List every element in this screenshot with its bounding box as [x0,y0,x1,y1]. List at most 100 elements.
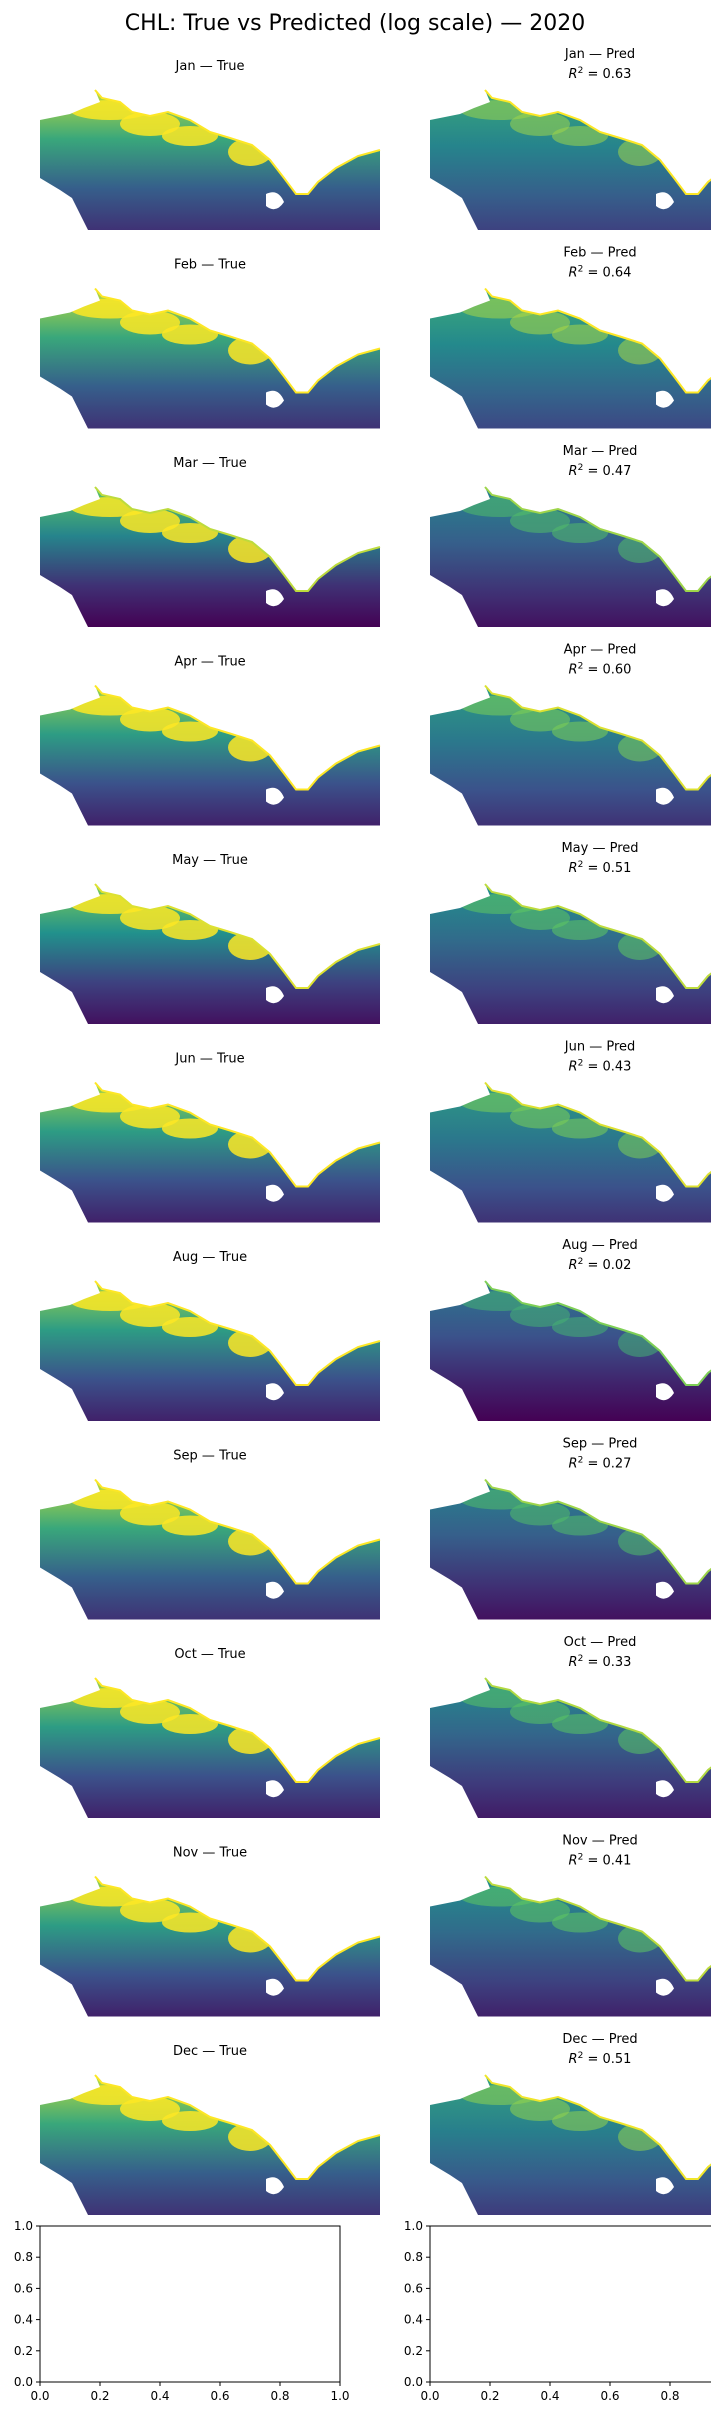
land-mask [40,1369,88,1421]
x-tick-label: 0.4 [540,2389,559,2403]
coastal-bloom [552,920,608,940]
land-mask [430,487,711,591]
land-mask [430,288,711,393]
x-tick-label: 1.0 [330,2389,349,2403]
panel-may-pred [430,883,711,1024]
panels-grid: Jan — True Jan — Pred R2 = 0.63 Feb — True F… [14,47,711,2403]
r2-label: R2 = 0.47 [569,463,632,479]
y-tick-label: 0.8 [14,2250,33,2264]
land-mask [40,1567,88,1620]
coastal-bloom [552,1912,608,1933]
land-mask [656,589,674,607]
coastline [484,1875,711,1982]
land-mask [430,1876,711,1981]
y-tick-label: 1.0 [404,2219,423,2233]
r2-label: R2 = 0.64 [569,265,632,281]
land-mask [40,972,88,1024]
coastal-bloom [552,1515,608,1536]
land-mask [430,178,478,230]
land-mask [430,1281,711,1385]
land-mask [40,178,88,230]
land-mask [40,685,100,716]
land-mask [40,1479,380,1584]
coastal-bloom [510,1303,570,1327]
coastal-bloom [552,1118,608,1139]
land-mask [430,972,478,1024]
coastal-bloom [120,310,180,335]
coastal-bloom [162,1515,218,1536]
coastline [484,1081,711,1188]
coastal-bloom [552,721,608,742]
coastal-bloom [162,126,218,146]
coastline [94,1677,381,1783]
land-mask [40,1766,88,1818]
land-mask [266,2177,284,2195]
panel-title-true: Jan — True [175,59,245,74]
land-mask [40,1281,100,1311]
coastal-bloom [510,310,570,335]
land-mask [430,685,490,716]
coastal-bloom [510,2097,570,2121]
coastline [94,486,381,592]
coastal-bloom [552,126,608,146]
coastline [484,684,711,791]
land-mask [40,884,380,988]
x-tick-label: 0.6 [210,2389,229,2403]
land-mask [430,1170,478,1223]
panel-nov-true [40,1875,381,2017]
r2-label: R2 = 0.60 [569,662,632,678]
land-mask [40,1479,100,1510]
land-mask [430,288,490,319]
x-tick-label: 0.2 [480,2389,499,2403]
coastline [484,287,711,394]
y-tick-label: 1.0 [14,2219,33,2233]
land-mask [430,884,490,914]
coastline [484,1677,711,1783]
coastline [484,2074,711,2180]
land-mask [40,90,380,194]
panel-title-true: Sep — True [173,1449,246,1464]
r2-label: R2 = 0.51 [569,860,632,876]
x-tick-label: 0.6 [600,2389,619,2403]
land-mask [40,288,100,319]
panel-title-pred: May — Pred [561,841,638,856]
y-tick-label: 0.0 [404,2375,423,2389]
panel-title-true: Nov — True [173,1846,247,1861]
land-mask [430,773,478,826]
panel-title-true: Oct — True [174,1647,245,1662]
land-mask [430,1369,478,1421]
land-mask [40,2075,380,2179]
panel-title-pred: Nov — Pred [562,1834,638,1849]
land-mask [40,1876,380,1981]
coastal-bloom [120,509,180,533]
panel-title-true: Dec — True [173,2044,247,2059]
coastline [484,1478,711,1585]
coastal-bloom [552,2111,608,2131]
coastline [94,1081,381,1188]
coastal-bloom [120,1898,180,1923]
land-mask [430,2075,490,2105]
panel-sep-true [40,1478,381,1620]
panel-mar-true [40,486,381,627]
land-mask [430,1964,478,2017]
coastal-bloom [510,707,570,732]
r2-label: R2 = 0.33 [569,1654,632,1670]
coastal-bloom [162,1912,218,1933]
coastline [94,684,381,791]
coastline [94,2074,381,2180]
coastal-bloom [120,1501,180,1526]
panel-title-pred: Jun — Pred [564,1040,636,1055]
x-tick-label: 0.4 [150,2389,169,2403]
panel-aug-pred [430,1280,711,1421]
coastal-bloom [162,324,218,345]
land-mask [40,2075,100,2105]
panel-title-pred: Feb — Pred [563,246,636,261]
panel-title-true: Apr — True [174,655,245,670]
panel-mar-pred [430,486,711,627]
coastal-bloom [162,721,218,742]
coastal-bloom [120,112,180,136]
coastal-bloom [552,1714,608,1734]
panel-apr-true [40,684,381,826]
coastal-bloom [162,1118,218,1139]
coastal-bloom [162,1317,218,1337]
